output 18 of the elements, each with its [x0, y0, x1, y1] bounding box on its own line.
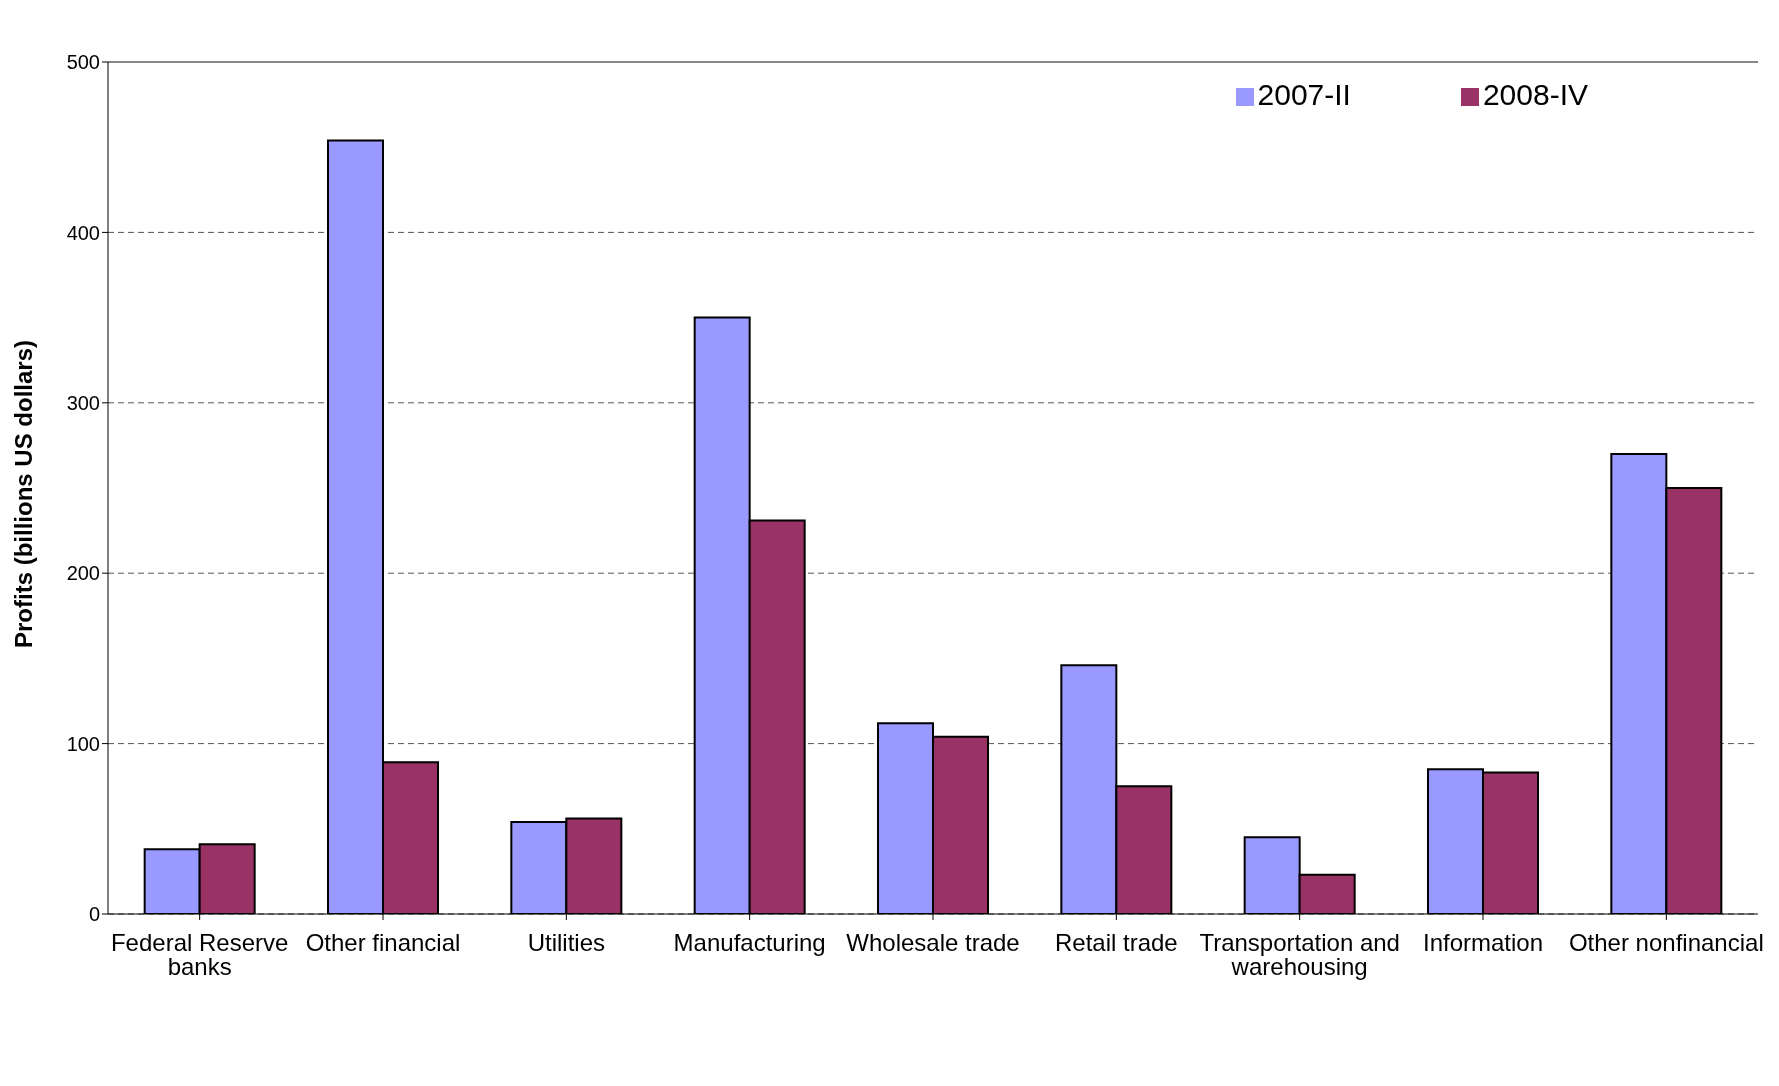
- x-tick-label: Retail trade: [1054, 929, 1178, 957]
- x-tick-label: Information: [1422, 929, 1544, 957]
- legend-label: 2007-II: [1257, 78, 1351, 111]
- x-tick-label: Federal Reserve banks: [110, 929, 289, 981]
- y-axis-title: Profits (billions US dollars): [9, 339, 37, 648]
- y-tick-label: 300: [66, 391, 100, 414]
- y-tick-label: 0: [88, 903, 100, 926]
- x-tick-label: Wholesale trade: [846, 929, 1020, 957]
- y-tick-label: 400: [66, 221, 100, 244]
- y-tick-label: 100: [66, 732, 100, 755]
- y-tick-label: 500: [66, 51, 100, 74]
- legend-label: 2008-IV: [1482, 78, 1588, 111]
- x-tick-label: Transportation and warehousing: [1199, 929, 1400, 981]
- x-tick-label: Utilities: [527, 929, 606, 957]
- x-tick-label: Manufacturing: [673, 929, 826, 957]
- y-tick-label: 200: [66, 562, 100, 585]
- x-tick-label: Other financial: [305, 929, 461, 957]
- x-tick-label: Other nonfinancial: [1568, 929, 1764, 957]
